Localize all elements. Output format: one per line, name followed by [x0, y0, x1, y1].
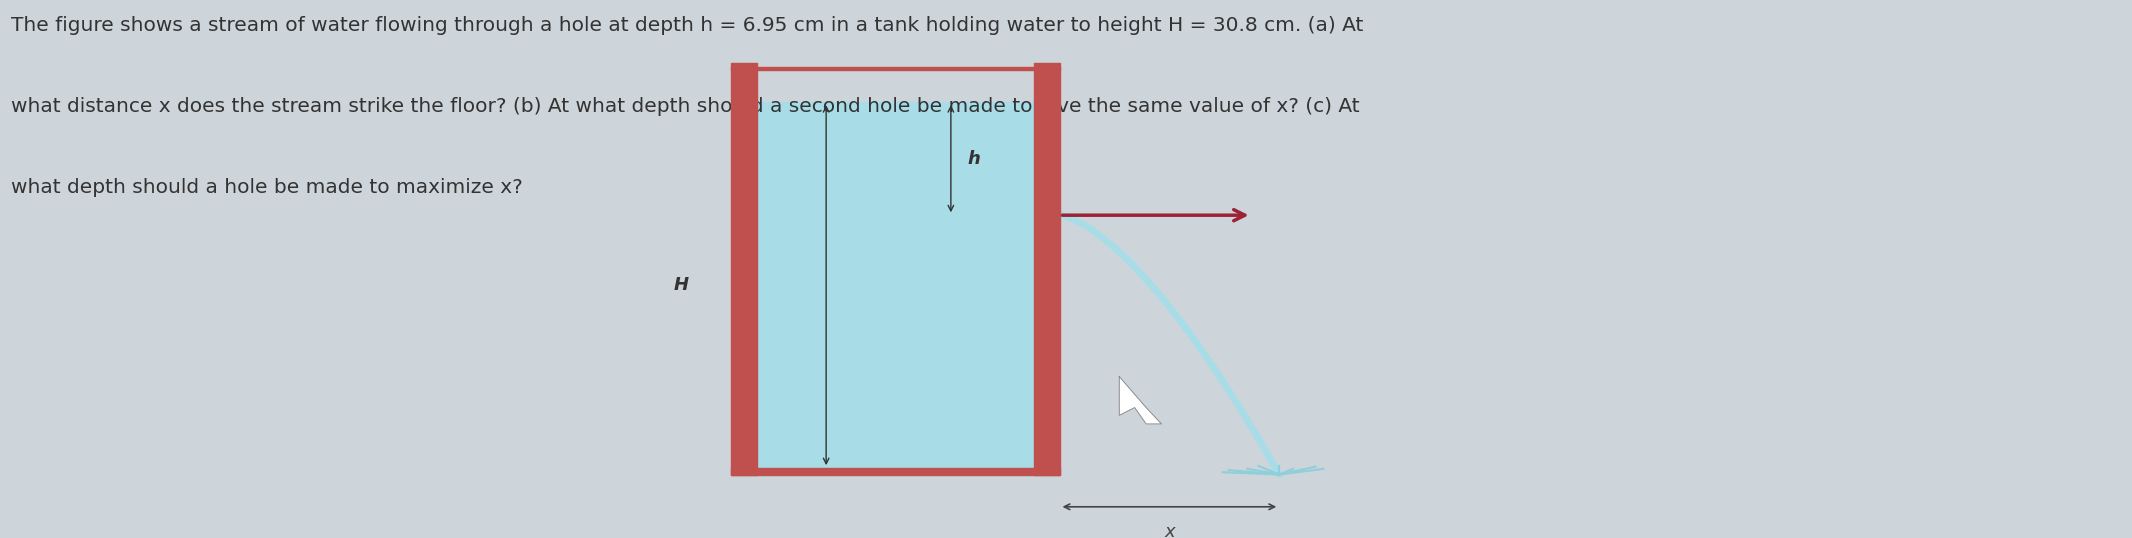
Bar	[757, 102, 1034, 468]
Text: what distance x does the stream strike the floor? (b) At what depth should a sec: what distance x does the stream strike t…	[11, 97, 1360, 116]
Text: H: H	[674, 276, 689, 294]
Polygon shape	[1119, 377, 1162, 424]
Text: The figure shows a stream of water flowing through a hole at depth h = 6.95 cm i: The figure shows a stream of water flowi…	[11, 16, 1362, 35]
Text: h: h	[968, 150, 981, 168]
Text: x: x	[1164, 523, 1175, 538]
Bar	[1034, 63, 1060, 475]
Bar	[731, 67, 1060, 70]
Bar	[731, 468, 1060, 475]
Text: what depth should a hole be made to maximize x?: what depth should a hole be made to maxi…	[11, 178, 522, 196]
Bar	[731, 63, 757, 475]
